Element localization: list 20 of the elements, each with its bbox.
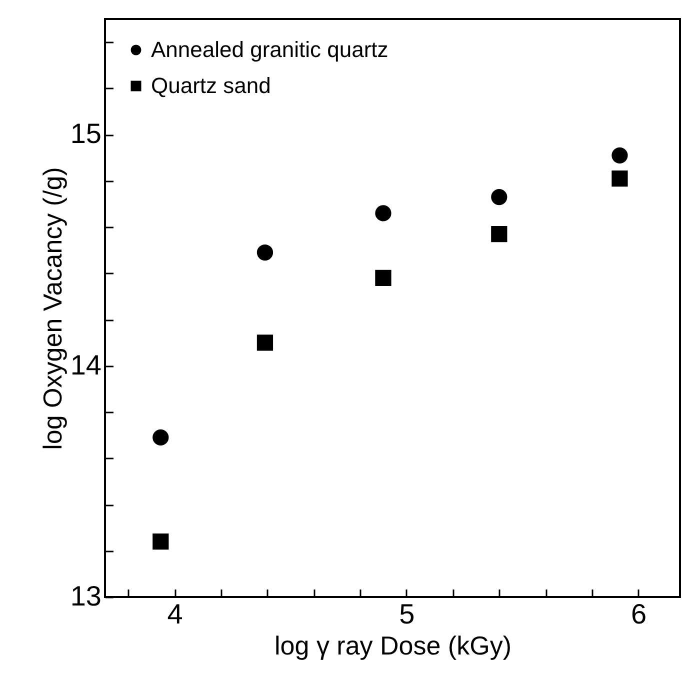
y-tick-label: 13 [70,580,102,612]
point [256,334,274,351]
x-tick-label: 6 [630,598,647,630]
x-tick-label: 4 [167,598,183,630]
y-tick-label: 14 [70,349,102,380]
point [612,147,628,164]
point [491,188,508,206]
point [152,533,169,550]
legend-label: Quartz sand [151,73,271,98]
point [256,244,274,261]
x-tick-label: 5 [399,598,415,630]
point [152,429,169,446]
legend-label: Annealed granitic quartz [151,37,388,62]
y-tick-label: 15 [70,118,102,150]
point [612,170,628,187]
y-axis-title: log Oxygen Vacancy (/g) [37,167,68,450]
point [375,270,392,286]
point [491,226,508,242]
point [375,205,392,222]
x-axis-title: log γ ray Dose (kGy) [274,630,512,660]
